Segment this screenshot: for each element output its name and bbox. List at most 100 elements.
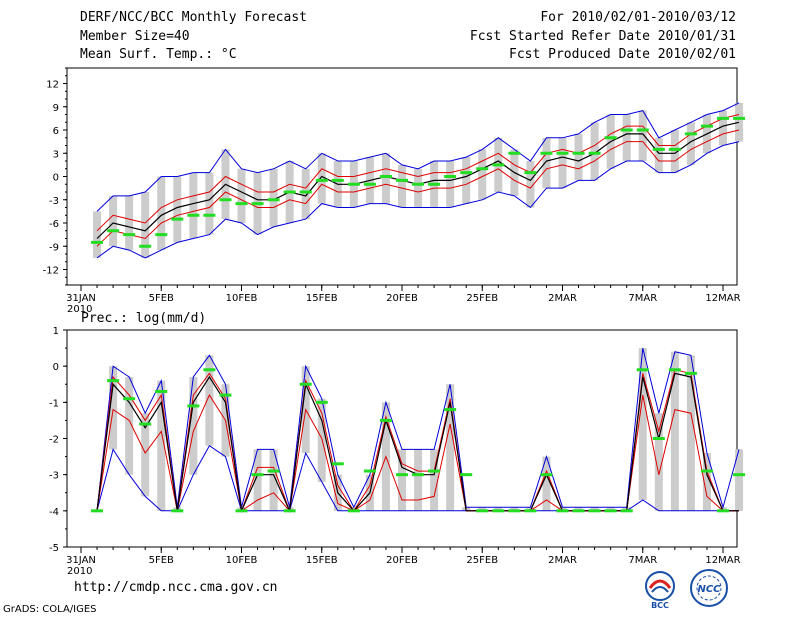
x-year-label: 2010 xyxy=(67,304,92,315)
bcc-logo-text: BCC xyxy=(651,601,669,610)
y-tick-label: -9 xyxy=(49,242,59,253)
spread-bar xyxy=(719,110,727,146)
spread-bar xyxy=(301,168,310,220)
spread-bar xyxy=(526,507,535,511)
spread-bar xyxy=(622,114,631,161)
spread-bar xyxy=(109,195,118,247)
spread-bar xyxy=(542,456,551,511)
y-tick-label: 12 xyxy=(46,80,59,91)
x-tick-label: 25FEB xyxy=(466,293,498,304)
spread-bar xyxy=(446,384,455,511)
spread-bar xyxy=(317,153,326,204)
spread-bar xyxy=(686,355,695,511)
spread-bar xyxy=(398,449,406,511)
spread-bar xyxy=(269,449,278,511)
spread-bar xyxy=(590,507,599,511)
spread-bar xyxy=(189,172,198,239)
x-year-label: 2010 xyxy=(67,566,92,577)
x-tick-label: 7MAR xyxy=(628,555,657,566)
spread-bar xyxy=(510,507,519,511)
spread-bar xyxy=(590,122,599,181)
member-size: Member Size=40 xyxy=(80,29,190,44)
spread-bar xyxy=(574,507,583,511)
y-tick-label: -5 xyxy=(49,543,59,554)
spread-bar xyxy=(125,195,134,251)
x-tick-label: 25FEB xyxy=(466,555,498,566)
spread-bar xyxy=(205,355,214,446)
x-tick-label: 10FEB xyxy=(226,555,258,566)
y-tick-label: 3 xyxy=(53,149,59,160)
produced-date: Fcst Produced Date 2010/02/01 xyxy=(509,47,736,62)
x-tick-label: 12MAR xyxy=(705,293,740,304)
x-tick-label: 20FEB xyxy=(386,555,418,566)
spread-bar xyxy=(735,102,744,142)
spread-bar xyxy=(381,153,390,204)
spread-bar xyxy=(654,137,663,173)
spread-bar xyxy=(414,168,423,208)
spread-bar xyxy=(638,110,647,161)
y-tick-label: 6 xyxy=(53,126,59,137)
x-tick-label: 2MAR xyxy=(548,293,577,304)
spread-bar xyxy=(157,176,166,251)
spread-bar xyxy=(349,507,358,511)
spread-bar xyxy=(173,176,182,243)
grads-credit: GrADS: COLA/IGES xyxy=(3,604,97,615)
spread-bar xyxy=(237,168,246,223)
spread-bar xyxy=(574,133,583,181)
spread-bar xyxy=(109,366,118,450)
spread-bar xyxy=(125,377,134,475)
spread-bar xyxy=(542,137,551,189)
spread-bar xyxy=(446,161,455,208)
spread-bar xyxy=(719,507,727,511)
footer-url[interactable]: http://cmdp.ncc.cma.gov.cn xyxy=(74,580,278,595)
spread-bar xyxy=(735,449,744,511)
y-tick-label: 0 xyxy=(53,362,59,373)
temp-variable-label: Mean Surf. Temp.: °C xyxy=(80,47,237,62)
x-tick-label: 5FEB xyxy=(149,293,174,304)
x-tick-label: 2MAR xyxy=(548,555,577,566)
x-tick-label: 20FEB xyxy=(386,293,418,304)
spread-bar xyxy=(157,380,166,511)
series-line-min xyxy=(96,141,740,259)
spread-bar xyxy=(558,507,567,511)
y-tick-label: -1 xyxy=(49,398,59,409)
spread-bar xyxy=(414,449,423,511)
logos: BCC NCC xyxy=(645,569,728,610)
x-tick-label: 31JAN xyxy=(66,555,96,566)
forecast-period: For 2010/02/01-2010/03/12 xyxy=(540,10,736,25)
spread-bar xyxy=(189,377,198,475)
chart-title: DERF/NCC/BCC Monthly Forecast xyxy=(80,10,307,25)
series-line-lower-range xyxy=(96,394,739,512)
x-tick-label: 5FEB xyxy=(149,555,174,566)
spread-bar xyxy=(205,172,214,235)
ncc-logo-icon: NCC xyxy=(690,569,728,607)
spread-bar xyxy=(670,351,679,511)
x-tick-label: 15FEB xyxy=(306,555,338,566)
spread-bar xyxy=(478,149,487,200)
chart-panel-2: Prec.: log(mm/d) -5 -4 -3 -2 -1 0 1 31JAN 5FEB 10F… xyxy=(49,311,746,577)
spread-bar xyxy=(606,507,615,511)
y-tick-label: -4 xyxy=(49,507,59,518)
spread-bar xyxy=(670,130,679,173)
spread-bar xyxy=(526,161,535,208)
y-tick-label: -2 xyxy=(49,435,59,446)
spread-bar xyxy=(478,507,487,511)
spread-bar xyxy=(253,449,262,511)
spread-bar xyxy=(141,192,150,258)
spread-bar xyxy=(141,413,150,497)
spread-bar xyxy=(654,413,663,511)
chart-panel-1: -12 -9 -6 -3 0 3 6 9 12 31JAN 5FEB 10FEB 15FEB 20FEB 2… xyxy=(43,67,746,315)
refer-date: Fcst Started Refer Date 2010/01/31 xyxy=(469,29,736,44)
x-tick-label: 12MAR xyxy=(705,555,740,566)
y-tick-label: -12 xyxy=(43,266,59,277)
y-tick-label: 0 xyxy=(53,173,59,184)
x-tick-label: 7MAR xyxy=(628,293,657,304)
spread-bar xyxy=(93,211,102,258)
spread-bar xyxy=(269,168,278,227)
spread-bar xyxy=(494,507,503,511)
spread-bar xyxy=(462,157,471,204)
spread-bar xyxy=(398,164,406,208)
spread-bar xyxy=(638,348,647,500)
y-tick-label: 9 xyxy=(53,103,59,114)
